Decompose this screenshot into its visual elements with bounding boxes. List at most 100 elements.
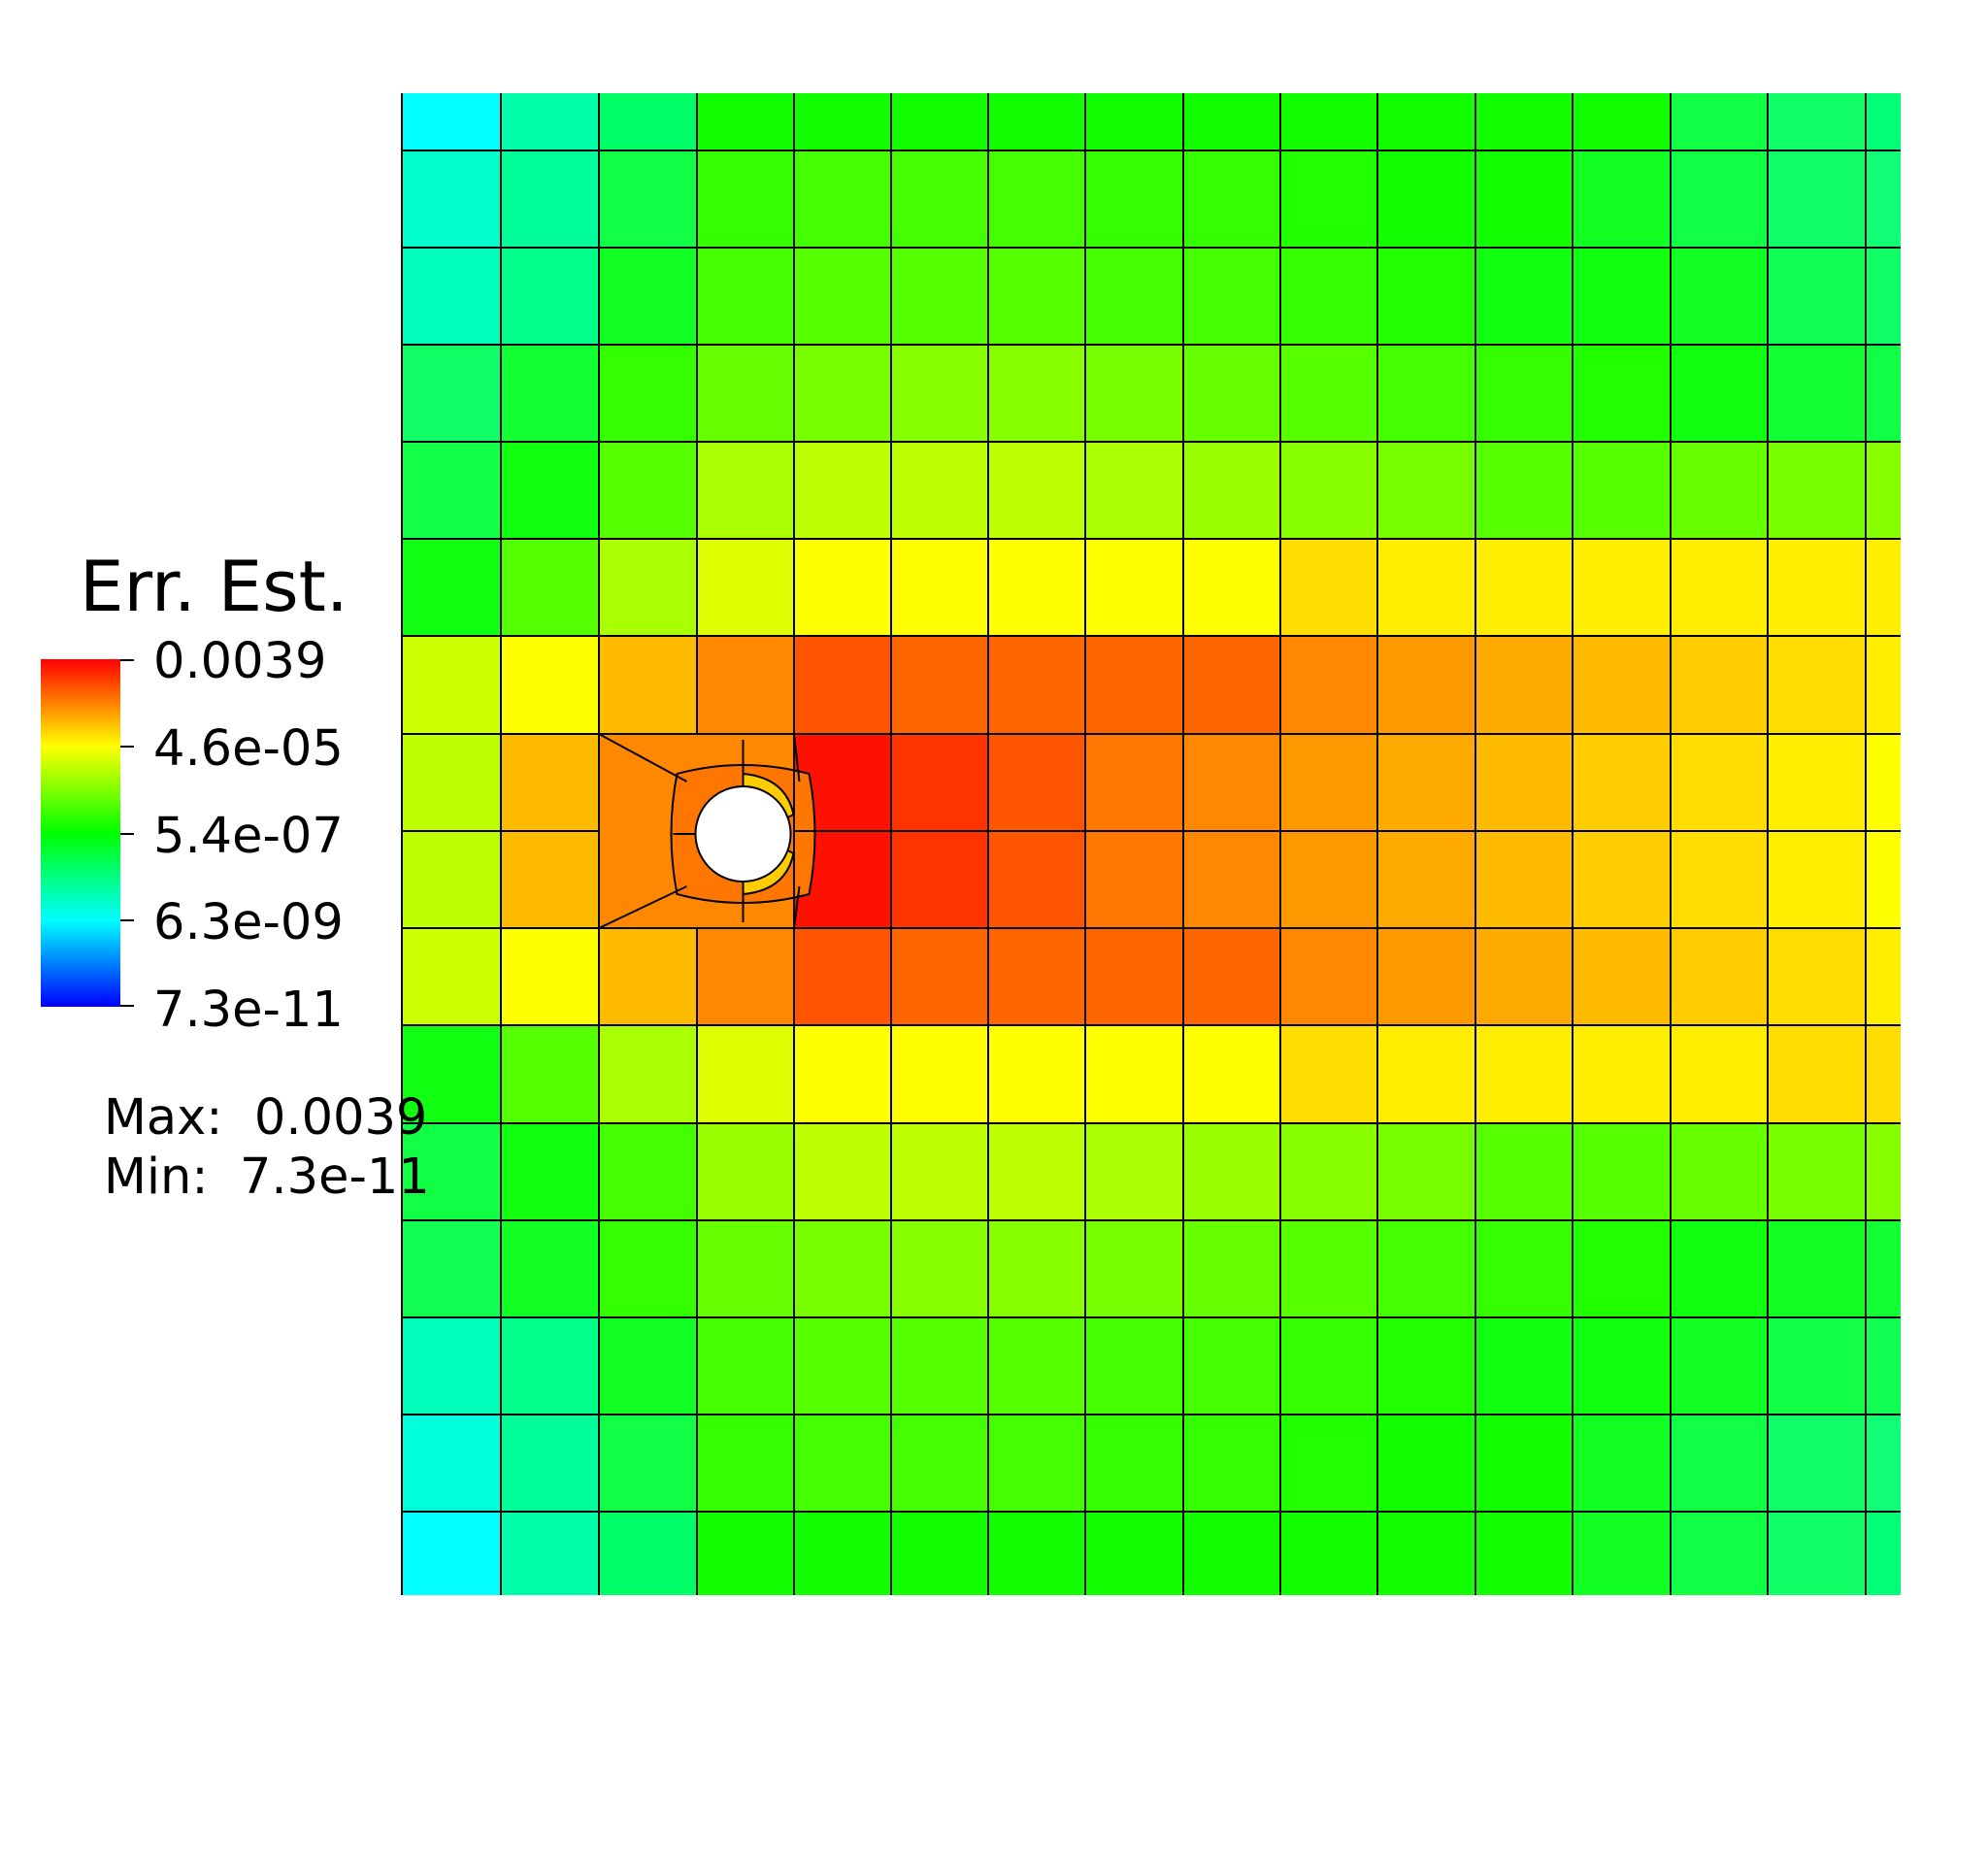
mesh-cell bbox=[891, 1025, 988, 1123]
mesh-cell bbox=[1183, 442, 1280, 539]
mesh-cell bbox=[794, 1025, 891, 1123]
mesh-cell bbox=[1671, 345, 1768, 442]
mesh-cell bbox=[988, 539, 1085, 636]
mesh-cell bbox=[1475, 1025, 1573, 1123]
mesh-cell bbox=[891, 248, 988, 345]
colorbar-gradient bbox=[41, 659, 120, 1007]
mesh-cell bbox=[1280, 1317, 1377, 1415]
mesh-cell bbox=[1183, 928, 1280, 1025]
mesh-cell bbox=[1377, 928, 1475, 1025]
mesh-cell bbox=[891, 150, 988, 248]
mesh-cell bbox=[1475, 1123, 1573, 1220]
mesh-cell bbox=[501, 636, 599, 734]
mesh-cell bbox=[599, 1415, 697, 1512]
mesh-cell bbox=[988, 1025, 1085, 1123]
mesh-cell bbox=[697, 150, 794, 248]
mesh-cell bbox=[402, 1512, 501, 1595]
mesh-cell bbox=[599, 636, 697, 734]
mesh-cell bbox=[1085, 1025, 1183, 1123]
mesh-cell bbox=[1280, 248, 1377, 345]
mesh-cell bbox=[402, 442, 501, 539]
mesh-cell bbox=[402, 1317, 501, 1415]
mesh-cell bbox=[988, 1123, 1085, 1220]
mesh-cell bbox=[1475, 636, 1573, 734]
mesh-cell bbox=[1671, 1220, 1768, 1317]
mesh-cell bbox=[599, 93, 697, 150]
mesh-cell bbox=[501, 93, 599, 150]
mesh-cell bbox=[1768, 1025, 1866, 1123]
mesh-cell bbox=[1671, 1415, 1768, 1512]
mesh-cell bbox=[501, 734, 599, 831]
mesh-cell bbox=[1475, 1317, 1573, 1415]
mesh-cell bbox=[891, 1415, 988, 1512]
mesh-cell bbox=[1866, 1512, 1901, 1595]
mesh-cell bbox=[1573, 1220, 1671, 1317]
mesh-cell bbox=[1475, 734, 1573, 831]
mesh-cell bbox=[988, 345, 1085, 442]
mesh-cell bbox=[402, 734, 501, 831]
mesh-cell bbox=[794, 345, 891, 442]
mesh-cell bbox=[501, 150, 599, 248]
mesh-cell bbox=[1377, 539, 1475, 636]
max-label: Max: bbox=[103, 1089, 223, 1147]
mesh-cell bbox=[1183, 93, 1280, 150]
mesh-cell bbox=[794, 1123, 891, 1220]
mesh-cell bbox=[1183, 636, 1280, 734]
mesh-cell bbox=[599, 1123, 697, 1220]
mesh-cell bbox=[1573, 442, 1671, 539]
mesh-cell bbox=[501, 1415, 599, 1512]
mesh-cell bbox=[1768, 1317, 1866, 1415]
mesh-cell bbox=[501, 1123, 599, 1220]
mesh-cell bbox=[599, 442, 697, 539]
mesh-cell bbox=[1573, 734, 1671, 831]
mesh-cell bbox=[1280, 150, 1377, 248]
mesh-cell bbox=[501, 928, 599, 1025]
mesh-cell bbox=[1280, 734, 1377, 831]
mesh-cell bbox=[794, 1317, 891, 1415]
mesh-cell bbox=[1671, 1123, 1768, 1220]
mesh-cell bbox=[794, 1415, 891, 1512]
mesh-cell bbox=[891, 1317, 988, 1415]
mesh-cell bbox=[1866, 539, 1901, 636]
mesh-cells bbox=[402, 93, 1901, 1595]
mesh-cell bbox=[794, 636, 891, 734]
mesh-cell bbox=[1768, 636, 1866, 734]
mesh-cell bbox=[1671, 150, 1768, 248]
mesh-cell bbox=[599, 248, 697, 345]
mesh-cell bbox=[1183, 831, 1280, 928]
mesh-cell bbox=[988, 1220, 1085, 1317]
mesh-cell bbox=[988, 1512, 1085, 1595]
mesh-cell bbox=[988, 248, 1085, 345]
mesh-cell bbox=[1183, 539, 1280, 636]
mesh-cell bbox=[1377, 1317, 1475, 1415]
mesh-cell bbox=[1085, 1512, 1183, 1595]
min-value: 7.3e-11 bbox=[239, 1149, 430, 1206]
mesh-cell bbox=[1573, 248, 1671, 345]
mesh-cell bbox=[1085, 928, 1183, 1025]
mesh-cell bbox=[1377, 1123, 1475, 1220]
mesh-cell bbox=[794, 93, 891, 150]
mesh-cell bbox=[1475, 248, 1573, 345]
mesh-cell bbox=[891, 831, 988, 928]
mesh-cell bbox=[1280, 1415, 1377, 1512]
mesh-cell bbox=[1377, 93, 1475, 150]
mesh-cell bbox=[1475, 928, 1573, 1025]
mesh-cell bbox=[1768, 1123, 1866, 1220]
colorbar-tick-label: 4.6e-05 bbox=[153, 720, 344, 778]
mesh-cell bbox=[891, 734, 988, 831]
mesh-cell bbox=[1866, 345, 1901, 442]
mesh-cell bbox=[697, 1123, 794, 1220]
mesh-cell bbox=[794, 1512, 891, 1595]
mesh-cell bbox=[1085, 831, 1183, 928]
mesh-cell bbox=[1768, 93, 1866, 150]
mesh-cell bbox=[988, 1317, 1085, 1415]
mesh-cell bbox=[1085, 1317, 1183, 1415]
mesh-cell bbox=[1866, 928, 1901, 1025]
mesh-cell bbox=[501, 831, 599, 928]
mesh-cell bbox=[1768, 734, 1866, 831]
mesh-grid-lines bbox=[401, 93, 1901, 1595]
mesh-cell bbox=[1671, 1512, 1768, 1595]
mesh-cell bbox=[891, 636, 988, 734]
mesh-cell bbox=[697, 928, 794, 1025]
mesh-cell bbox=[1475, 539, 1573, 636]
